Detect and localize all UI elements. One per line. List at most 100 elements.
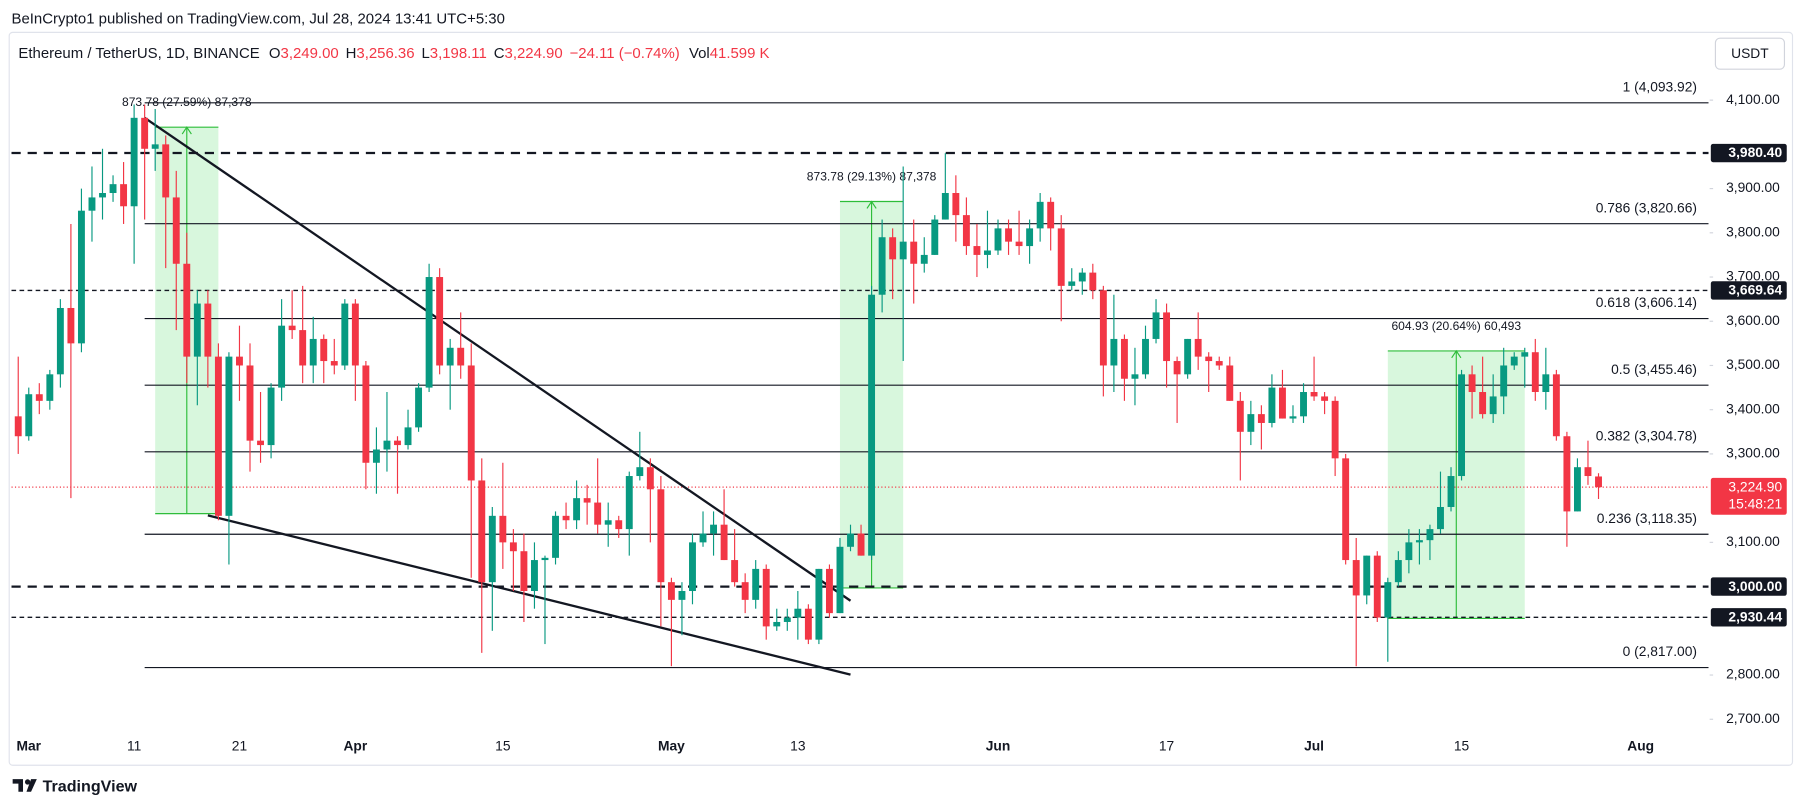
candle-body: [1415, 540, 1423, 543]
candle-body: [120, 184, 128, 207]
candle-body: [77, 210, 85, 344]
candle-body: [562, 515, 570, 521]
symbol: Ethereum / TetherUS, 1D, BINANCE: [18, 45, 259, 62]
y-tick-label: 3,100.00: [1726, 534, 1780, 549]
fib-label: 0 (2,817.00): [1623, 644, 1697, 659]
candle-body: [699, 533, 707, 543]
candle-body: [984, 250, 991, 255]
candle-body: [1047, 201, 1055, 229]
candle-body: [1500, 365, 1508, 397]
candle-body: [920, 254, 928, 264]
candle-body: [1036, 201, 1044, 229]
candle-body: [67, 307, 75, 344]
candle-body: [278, 325, 286, 388]
candle-body: [667, 582, 675, 600]
candle-body: [1405, 542, 1413, 561]
l-value: 3,198.11: [430, 45, 487, 62]
fib-label: 0.618 (3,606.14): [1596, 295, 1697, 310]
candle-body: [130, 117, 138, 207]
candle-body: [1289, 416, 1297, 419]
candle-body: [1279, 387, 1286, 419]
candle-body: [99, 193, 106, 198]
h-value: 3,256.36: [356, 45, 414, 62]
range-label: 873.78 (29.13%) 87,378: [807, 170, 937, 184]
candle-body: [162, 144, 170, 198]
candle-body: [478, 480, 486, 583]
candle-body: [1542, 374, 1550, 393]
candle-body: [1373, 555, 1381, 618]
candle-body: [309, 338, 317, 366]
y-tick-label: 3,600.00: [1726, 313, 1780, 328]
candle-body: [1531, 352, 1539, 393]
candle-body: [1363, 555, 1371, 596]
y-tick-label: 2,700.00: [1726, 711, 1780, 726]
logo-dot: [24, 779, 31, 785]
candle-body: [1205, 356, 1213, 362]
candle-body: [868, 294, 876, 556]
candle-body: [941, 193, 949, 220]
candle-body: [488, 515, 496, 583]
candle-body: [678, 591, 686, 600]
candle-body: [783, 617, 791, 622]
candle-body: [657, 489, 665, 583]
candle-body: [151, 144, 159, 149]
candle-body: [889, 237, 897, 260]
price-tag: [1710, 143, 1787, 163]
x-tick-label: Mar: [16, 738, 41, 753]
candle-body: [1068, 281, 1076, 286]
brand-name: TradingView: [43, 777, 138, 795]
candle-body: [520, 551, 528, 592]
candle-body: [320, 338, 328, 362]
candle-body: [267, 387, 275, 446]
fib-label: 0.382 (3,304.78): [1596, 428, 1697, 443]
candle-body: [825, 568, 833, 614]
range-arrow-head: [866, 200, 877, 209]
candle-body: [689, 542, 696, 592]
candle-body: [1584, 467, 1592, 477]
y-tick-label: 3,300.00: [1726, 446, 1780, 461]
candle-body: [762, 568, 770, 627]
candle-body: [341, 303, 349, 366]
candle-body: [204, 303, 212, 357]
candle-body: [288, 325, 296, 331]
price-tag-label: 2,930.44: [1728, 610, 1782, 625]
x-tick-label: 17: [1159, 738, 1174, 753]
h-label: H: [346, 45, 357, 62]
candle-body: [109, 184, 117, 194]
currency-button[interactable]: [1714, 37, 1786, 70]
candle-body: [815, 568, 823, 640]
candle-body: [1057, 228, 1065, 286]
candle-body: [973, 246, 981, 255]
range-label: 604.93 (20.64%) 60,493: [1391, 319, 1521, 333]
candle-body: [962, 215, 970, 247]
x-tick-label: Aug: [1627, 738, 1654, 753]
candle-body: [541, 557, 549, 561]
candle-body: [1078, 272, 1086, 282]
candle-body: [583, 498, 591, 503]
range-label: 873.78 (27.59%) 87,378: [122, 95, 252, 109]
candle-body: [1026, 228, 1034, 247]
candle-body: [773, 621, 781, 627]
candle-body: [457, 347, 465, 366]
last-price-tag: [1710, 477, 1787, 515]
candle-body: [1331, 400, 1339, 459]
price-tag-label: 3,980.40: [1728, 145, 1782, 160]
candle-body: [372, 449, 380, 463]
candle-body: [731, 560, 739, 583]
x-tick-label: 15: [1454, 738, 1470, 753]
price-tag: [1710, 608, 1787, 627]
candle-body: [1300, 392, 1307, 417]
x-tick-label: 21: [232, 738, 247, 753]
price-tag-label: 3,669.64: [1728, 283, 1782, 298]
y-tick-label: 3,700.00: [1726, 269, 1780, 284]
currency-label[interactable]: USDT: [1731, 46, 1769, 61]
candle-body: [804, 608, 812, 640]
candle-body: [1163, 312, 1171, 362]
candle-body: [14, 416, 22, 437]
y-tick-label: 3,400.00: [1726, 401, 1780, 416]
candle-body: [615, 520, 623, 530]
candle-body: [183, 263, 191, 357]
candle-body: [1342, 458, 1350, 561]
candle-body: [425, 277, 433, 388]
